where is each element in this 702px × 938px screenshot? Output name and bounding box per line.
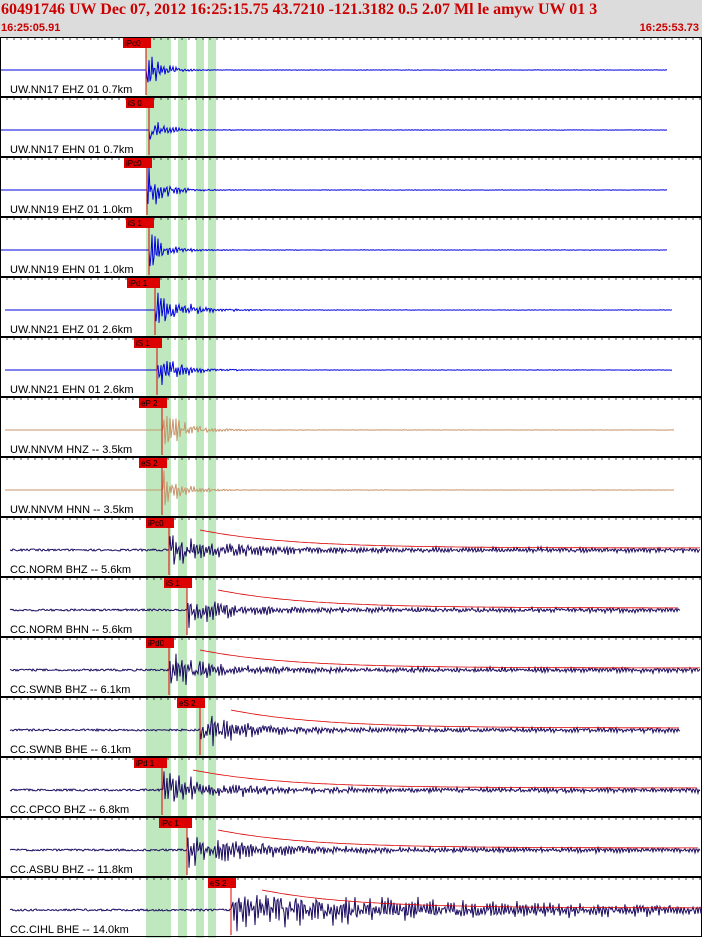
station-label: CC.CIHL BHE -- 14.0km [10, 924, 129, 936]
waveform [1, 56, 668, 83]
pick-label: iPd 1 [129, 279, 148, 288]
pick-label-box[interactable] [164, 578, 192, 588]
trace-panel[interactable]: iS 1 UW.NN19 EHN 01 1.0km [0, 217, 702, 277]
waveform [1, 122, 668, 140]
pick-label-box[interactable] [134, 338, 162, 348]
waveform [1, 234, 667, 267]
station-label: UW.NNVM HNZ -- 3.5km [10, 444, 132, 456]
coda-envelope [230, 709, 679, 729]
waveform [9, 895, 702, 932]
station-label: CC.SWNB BHE -- 6.1km [10, 744, 131, 756]
trace-panel[interactable]: eP 2 UW.NNVM HNZ -- 3.5km [0, 397, 702, 457]
station-label: CC.CPCO BHZ -- 6.8km [10, 804, 129, 816]
coda-envelope [217, 589, 678, 609]
pick-label: iPc0 [126, 159, 142, 168]
waveform [9, 837, 701, 868]
pick-label: iPc0 [125, 39, 141, 48]
pick-label-box[interactable] [146, 518, 174, 528]
station-label: CC.NORM BHZ -- 5.6km [10, 564, 131, 576]
waveform [5, 360, 673, 386]
trace-panels: iPc0 UW.NN17 EHZ 01 0.7km iS 0 UW.NN17 EHN … [0, 37, 702, 937]
waveform [9, 601, 681, 628]
waveform [9, 715, 681, 747]
waveform [5, 292, 673, 323]
station-label: UW.NN21 EHN 01 2.6km [10, 384, 133, 396]
coda-envelope [261, 889, 702, 909]
trace-panel[interactable]: eS 2 CC.SWNB BHE -- 6.1km [0, 697, 702, 757]
trace-panel[interactable]: iPc 1 CC.ASBU BHZ -- 11.8km [0, 817, 702, 877]
pick-label-box[interactable] [123, 38, 151, 48]
trace-panel[interactable]: eS 2 CC.CIHL BHE -- 14.0km [0, 877, 702, 937]
station-label: UW.NN19 EHN 01 1.0km [10, 264, 133, 276]
pick-label-box[interactable] [208, 878, 236, 888]
pick-label-box[interactable] [139, 398, 167, 408]
pick-window [156, 37, 164, 938]
pick-label: eS 2 [179, 699, 196, 708]
waveform [5, 470, 675, 506]
pick-label-box[interactable] [127, 278, 160, 288]
end-time: 16:25:53.73 [639, 22, 699, 34]
pick-window [149, 37, 157, 938]
station-label: UW.NN17 EHN 01 0.7km [10, 144, 133, 156]
pick-label: iS 1 [128, 219, 142, 228]
coda-envelope [199, 649, 700, 669]
pick-label: iS 0 [128, 99, 142, 108]
station-label: UW.NN21 EHZ 01 2.6km [10, 324, 132, 336]
event-header: 60491746 UW Dec 07, 2012 16:25:15.75 43.… [0, 0, 702, 37]
pick-label: iPc0 [148, 519, 164, 528]
pick-label-box[interactable] [159, 818, 192, 828]
station-label: UW.NN17 EHZ 01 0.7km [10, 84, 132, 96]
trace-panel[interactable]: iS 0 UW.NN17 EHN 01 0.7km [0, 97, 702, 157]
station-label: UW.NNVM HNN -- 3.5km [10, 504, 133, 516]
station-label: UW.NN19 EHZ 01 1.0km [10, 204, 132, 216]
coda-envelope [217, 829, 698, 849]
pick-label: iPc 1 [161, 819, 179, 828]
coda-envelope [192, 769, 697, 789]
waveform [1, 167, 668, 205]
trace-panel[interactable]: iPd 1 UW.NN21 EHZ 01 2.6km [0, 277, 702, 337]
trace-panel[interactable]: iPd0 CC.SWNB BHZ -- 6.1km [0, 637, 702, 697]
pick-label: iPd 1 [136, 759, 155, 768]
waveform [9, 535, 701, 565]
event-title: 60491746 UW Dec 07, 2012 16:25:15.75 43.… [1, 1, 598, 18]
pick-window [208, 37, 216, 938]
station-label: CC.ASBU BHZ -- 11.8km [10, 864, 133, 876]
pick-label: iPd0 [148, 639, 165, 648]
coda-envelope [199, 529, 700, 549]
pick-label: iS 1 [166, 579, 180, 588]
pick-label-box[interactable] [126, 218, 154, 228]
pick-label: eS 2 [210, 879, 227, 888]
trace-panel[interactable]: iS 1 CC.NORM BHN -- 5.6km [0, 577, 702, 637]
pick-label-box[interactable] [146, 638, 174, 648]
pick-label-box[interactable] [134, 758, 167, 768]
waveform [9, 771, 701, 802]
trace-panel[interactable]: iS 1 UW.NN21 EHN 01 2.6km [0, 337, 702, 397]
pick-label-box[interactable] [126, 98, 154, 108]
pick-windows [146, 37, 216, 938]
trace-panel[interactable]: iPd 1 CC.CPCO BHZ -- 6.8km [0, 757, 702, 817]
station-label: CC.SWNB BHZ -- 6.1km [10, 684, 130, 696]
pick-label-box[interactable] [139, 458, 167, 468]
pick-label-box[interactable] [177, 698, 205, 708]
pick-label: eS 2 [141, 459, 158, 468]
seismogram-panel[interactable]: iPc0 UW.NN17 EHZ 01 0.7km iS 0 UW.NN17 EHN … [0, 37, 702, 938]
trace-panel[interactable]: iPc0 CC.NORM BHZ -- 5.6km [0, 517, 702, 577]
pick-label: eP 2 [141, 399, 158, 408]
trace-panel[interactable]: eS 2 UW.NNVM HNN -- 3.5km [0, 457, 702, 517]
start-time: 16:25:05.91 [1, 22, 61, 34]
station-label: CC.NORM BHN -- 5.6km [10, 624, 132, 636]
trace-panel[interactable]: iPc0 UW.NN17 EHZ 01 0.7km [0, 37, 702, 97]
waveform [9, 653, 701, 686]
trace-panel[interactable]: iPc0 UW.NN19 EHZ 01 1.0km [0, 157, 702, 217]
pick-label: iS 1 [136, 339, 150, 348]
waveform [5, 415, 675, 445]
pick-label-box[interactable] [124, 158, 152, 168]
